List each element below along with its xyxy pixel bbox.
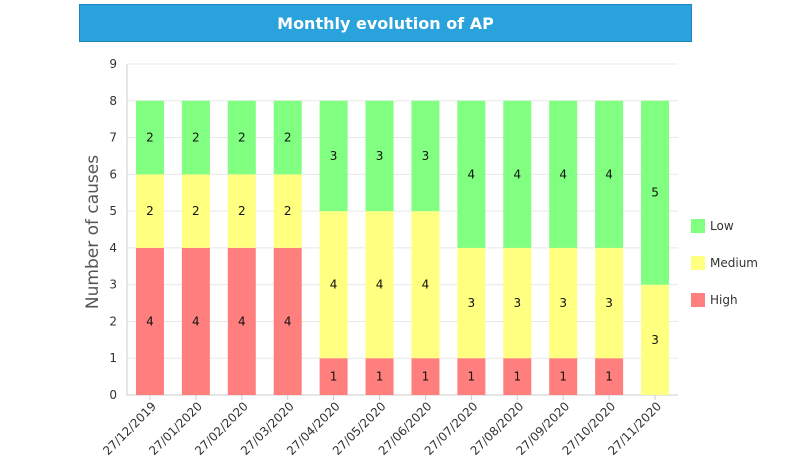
bar-segment-low (549, 100, 578, 248)
y-tick-label: 2 (109, 314, 117, 328)
bars: 4 2 2 4 2 2 4 2 2 4 2 2 1 4 3 1 4 3 1 4 3 1 3 4 1 3 4 1 3 4 1 3 4 3 5 (135, 100, 670, 395)
data-label: 4 (559, 167, 567, 181)
data-label: 4 (146, 314, 154, 328)
data-label: 1 (513, 370, 521, 384)
x-axis: 27/12/201927/01/202027/02/202027/03/2020… (100, 395, 664, 458)
legend-swatch-low (691, 219, 705, 233)
y-tick-label: 6 (109, 167, 117, 181)
bar-segment-high (227, 247, 256, 395)
data-label: 3 (559, 296, 567, 310)
bar-segment-medium (135, 174, 164, 248)
bar-segment-high (595, 358, 624, 395)
bar-segment-high (319, 358, 348, 395)
bar-segment-high (135, 247, 164, 395)
data-label: 1 (422, 370, 430, 384)
data-label: 4 (422, 278, 430, 292)
bar-segment-high (181, 247, 210, 395)
bar-segment-medium (641, 284, 670, 395)
data-label: 3 (468, 296, 476, 310)
data-label: 4 (330, 278, 338, 292)
data-label: 1 (605, 370, 613, 384)
bar-segment-low (273, 100, 302, 175)
data-label: 1 (559, 370, 567, 384)
bar-segment-medium (503, 247, 532, 359)
bar-segment-high (457, 358, 486, 395)
bar-segment-low (319, 100, 348, 212)
data-label: 2 (238, 131, 246, 145)
data-label: 2 (192, 204, 200, 218)
data-label: 2 (284, 131, 292, 145)
data-label: 4 (192, 314, 200, 328)
bar-segment-low (595, 100, 624, 248)
y-axis: 0 1 2 3 4 5 6 7 8 9 (109, 57, 678, 402)
data-label: 1 (330, 370, 338, 384)
data-label: 1 (468, 370, 476, 384)
legend: Low Medium High (691, 219, 758, 307)
y-tick-label: 5 (109, 204, 117, 218)
bar-segment-medium (595, 247, 624, 359)
bar-segment-medium (365, 211, 394, 359)
gridlines (127, 63, 678, 396)
y-tick-label: 3 (109, 278, 117, 292)
chart-title: Monthly evolution of AP (79, 4, 692, 42)
y-tick-label: 1 (109, 351, 117, 365)
bar-segment-low (457, 100, 486, 248)
bar-segment-low (227, 100, 256, 175)
bar-segment-high (503, 358, 532, 395)
bar-segment-medium (273, 174, 302, 248)
data-label: 2 (146, 204, 154, 218)
bar-segment-high (549, 358, 578, 395)
legend-swatch-high (691, 293, 705, 307)
data-label: 3 (330, 149, 338, 163)
data-label: 2 (146, 131, 154, 145)
legend-label-high: High (710, 293, 738, 307)
data-label: 3 (422, 149, 430, 163)
y-tick-label: 4 (109, 241, 117, 255)
data-label: 3 (651, 333, 659, 347)
data-label: 3 (376, 149, 384, 163)
data-label: 3 (605, 296, 613, 310)
data-label: 2 (238, 204, 246, 218)
data-label: 4 (513, 167, 521, 181)
bar-segment-high (411, 358, 440, 395)
data-label: 4 (605, 167, 613, 181)
bar-segment-low (411, 100, 440, 212)
bar-segment-medium (549, 247, 578, 359)
bar-segment-low (641, 100, 670, 285)
data-label: 5 (651, 186, 659, 200)
legend-label-medium: Medium (710, 256, 758, 270)
bar-segment-low (181, 100, 210, 175)
bar-segment-medium (319, 211, 348, 359)
data-label: 4 (284, 314, 292, 328)
bar-segment-low (135, 100, 164, 175)
y-tick-label: 0 (109, 388, 117, 402)
data-label: 4 (376, 278, 384, 292)
bar-segment-medium (411, 211, 440, 359)
data-label: 4 (238, 314, 246, 328)
bar-segment-medium (227, 174, 256, 248)
bar-segment-high (273, 247, 302, 395)
y-tick-label: 9 (109, 57, 117, 71)
data-label: 3 (513, 296, 521, 310)
bar-segment-medium (181, 174, 210, 248)
data-label: 1 (376, 370, 384, 384)
data-label: 2 (192, 131, 200, 145)
legend-swatch-medium (691, 256, 705, 270)
bar-segment-low (503, 100, 532, 248)
bar-segment-high (365, 358, 394, 395)
data-label: 2 (284, 204, 292, 218)
y-tick-label: 8 (109, 94, 117, 108)
y-tick-label: 7 (109, 131, 117, 145)
data-label: 4 (468, 167, 476, 181)
bar-segment-medium (457, 247, 486, 359)
legend-label-low: Low (710, 219, 734, 233)
y-axis-label: Number of causes (83, 155, 103, 309)
bar-segment-low (365, 100, 394, 212)
